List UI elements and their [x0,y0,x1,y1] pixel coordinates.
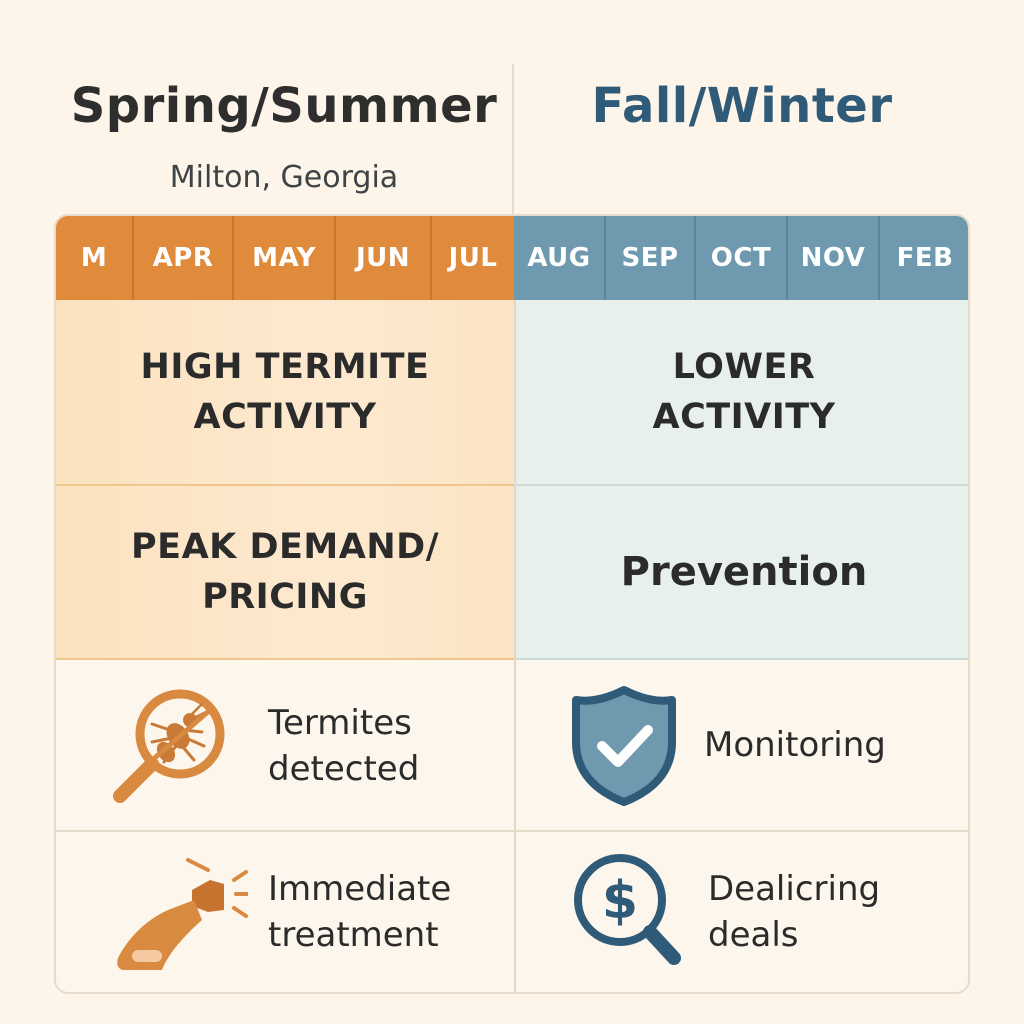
header-divider [512,64,514,214]
monitoring-label: Monitoring [704,725,886,765]
fall-winter-title: Fall/Winter [591,78,893,134]
month-cell: APR [134,216,234,300]
spray-bottle-icon [117,858,248,970]
spring-summer-title: Spring/Summer [70,78,498,134]
peak-demand-line-1: PEAK DEMAND/ [131,527,439,567]
lower-activity-line-2: ACTIVITY [652,397,836,437]
deals-label-line-2: deals [708,915,799,955]
months-row: M APR MAY JUN JUL AUG SEP OCT NOV FEB [56,216,968,300]
fall-months: AUG SEP OCT NOV FEB [514,216,968,300]
location-subtitle: Milton, Georgia [169,160,399,195]
monitoring-item: Monitoring [516,660,968,830]
month-cell: AUG [514,216,606,300]
fall-winter-header: Fall/Winter [514,74,970,138]
row-divider [56,830,968,832]
month-cell: NOV [788,216,880,300]
prevention-label: Prevention [620,549,868,595]
lower-activity-cell: LOWER ACTIVITY [516,300,968,484]
month-cell: OCT [696,216,788,300]
termites-label-line-1: Termites [268,703,412,743]
month-cell: FEB [896,243,954,273]
peak-demand-line-2: PRICING [202,577,368,617]
termites-label-line-2: detected [268,749,420,789]
row-divider [516,658,968,660]
row-divider [56,658,514,660]
spring-months: M APR MAY JUN JUL [56,216,514,300]
month-cell: JUN [336,216,432,300]
magnifier-termite-icon [113,689,225,803]
high-activity-line-2: ACTIVITY [193,397,377,437]
deals-label-line-1: Dealicring [708,869,881,909]
high-activity-cell: HIGH TERMITE ACTIVITY [56,300,514,484]
treatment-label-line-1: Immediate [268,869,452,909]
month-cell: M [56,216,134,300]
peak-demand-cell: PEAK DEMAND/ PRICING [56,486,514,658]
high-activity-line-1: HIGH TERMITE [140,347,430,387]
treatment-label-line-2: treatment [268,915,439,955]
prevention-cell: Prevention [516,486,968,658]
month-cell: SEP [606,216,696,300]
shield-check-icon [572,686,676,806]
column-divider [514,300,516,992]
row-divider [516,484,968,486]
season-comparison-table: M APR MAY JUN JUL AUG SEP OCT NOV FEB HI… [54,214,970,994]
svg-text:$: $ [602,871,638,931]
month-cell: JUL [448,243,498,273]
deals-item: $ Dealicring deals [516,832,968,992]
lower-activity-line-1: LOWER [672,347,816,387]
immediate-treatment-item: Immediate treatment [56,832,514,992]
month-cell: MAY [234,216,336,300]
termites-detected-item: Termites detected [56,660,514,830]
spring-summer-header: Spring/Summer Milton, Georgia [56,74,512,196]
dollar-magnifier-icon: $ [574,854,681,965]
row-divider [56,484,514,486]
